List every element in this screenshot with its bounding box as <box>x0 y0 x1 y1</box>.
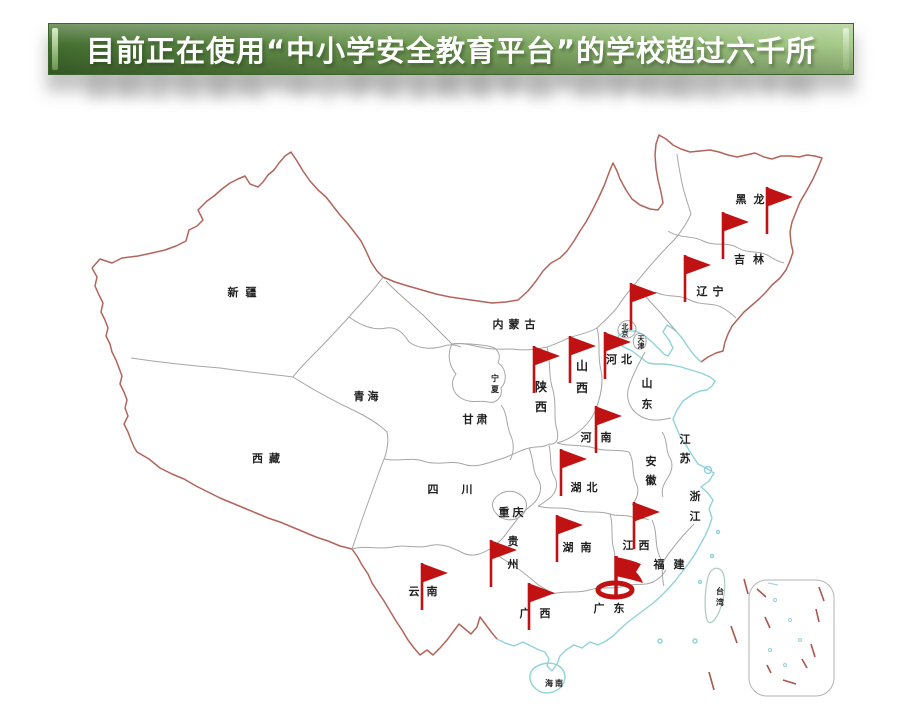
province-label-广西: 广西 <box>520 606 551 620</box>
flag-icon-广西 <box>527 583 555 630</box>
flag-icon-湖南 <box>555 515 583 562</box>
province-label-宁夏: 宁夏 <box>490 373 500 394</box>
flag-icon-河南 <box>594 406 622 453</box>
flag-icon-河北 <box>603 332 631 379</box>
flag-icon-黑龙江-1 <box>765 187 793 234</box>
province-label-陕西: 陕西 <box>535 379 547 414</box>
province-label-湖南: 湖南 <box>563 540 592 554</box>
province-label-吉林: 吉林 <box>734 252 764 266</box>
province-label-西藏: 西藏 <box>252 451 280 465</box>
province-label-河北: 河北 <box>606 352 632 366</box>
beijing-outline <box>617 320 637 339</box>
banner-shadow-reflection: 目前正在使用“中小学安全教育平台”的学校超过六千所 <box>84 70 816 104</box>
flag-icon-陕西 <box>532 346 560 393</box>
province-label-江西: 江西 <box>623 538 650 552</box>
flag-icon-吉林 <box>683 255 711 302</box>
province-label-甘肃: 甘肃 <box>463 412 488 426</box>
province-label-内蒙古: 内蒙古 <box>493 317 536 331</box>
province-label-浙江: 浙江 <box>690 489 701 523</box>
tianjin-outline <box>632 333 647 350</box>
province-label-天津: 天津 <box>638 334 646 350</box>
flag-icon-云南 <box>420 563 448 610</box>
province-label-福建: 福建 <box>653 557 686 571</box>
province-label-北京: 北京 <box>622 322 629 338</box>
province-label-山西: 山西 <box>576 358 588 395</box>
coastline <box>496 324 721 694</box>
flag-icon-辽宁 <box>629 283 657 330</box>
province-label-湖北: 湖北 <box>571 480 598 494</box>
flag-icon-黑龙江-2 <box>721 212 749 259</box>
province-label-四川: 四川 <box>428 483 473 496</box>
province-label-安徽: 安徽 <box>645 454 658 487</box>
province-label-江苏: 江苏 <box>680 432 691 465</box>
province-label-黑龙: 黑龙 <box>736 192 765 206</box>
flag-icon-贵州 <box>489 540 517 587</box>
south-china-sea-inset <box>708 578 835 697</box>
province-label-贵州: 贵州 <box>507 534 519 571</box>
headline-text: 目前正在使用“中小学安全教育平台”的学校超过六千所 <box>85 34 817 68</box>
province-borders <box>130 153 785 595</box>
nine-dash-line <box>708 578 825 691</box>
province-label-青海: 青海 <box>354 389 379 403</box>
flag-icon-湖北 <box>559 449 587 496</box>
inset-islands <box>767 582 802 667</box>
province-label-河南: 河南 <box>581 430 612 444</box>
flag-icon-山西 <box>568 336 596 383</box>
province-label-台湾: 台湾 <box>716 586 724 607</box>
flag-icon-江西 <box>632 502 660 549</box>
province-labels: 新疆西 藏 青 海甘 肃 宁夏 内蒙古陕西山西 河 北 北京天津山东河南 江苏安徽浙江 湖 北重 庆 四 川贵… <box>228 192 765 688</box>
province-label-海南: 海南 <box>545 678 563 688</box>
province-label-云南: 云南 <box>409 584 438 598</box>
province-label-辽宁: 辽宁 <box>697 284 724 298</box>
headline-banner: 目前正在使用“中小学安全教育平台”的学校超过六千所 <box>48 23 854 75</box>
hainan-island <box>529 662 566 694</box>
china-outline <box>91 134 823 656</box>
planted-flag-icon-广东 <box>595 556 643 600</box>
province-label-山东: 山东 <box>642 376 653 411</box>
province-label-重庆: 重庆 <box>499 505 524 519</box>
province-flags <box>420 187 793 630</box>
province-label-广东: 广东 <box>594 601 625 615</box>
province-label-新疆: 新疆 <box>228 285 257 299</box>
taiwan-island <box>704 567 726 624</box>
